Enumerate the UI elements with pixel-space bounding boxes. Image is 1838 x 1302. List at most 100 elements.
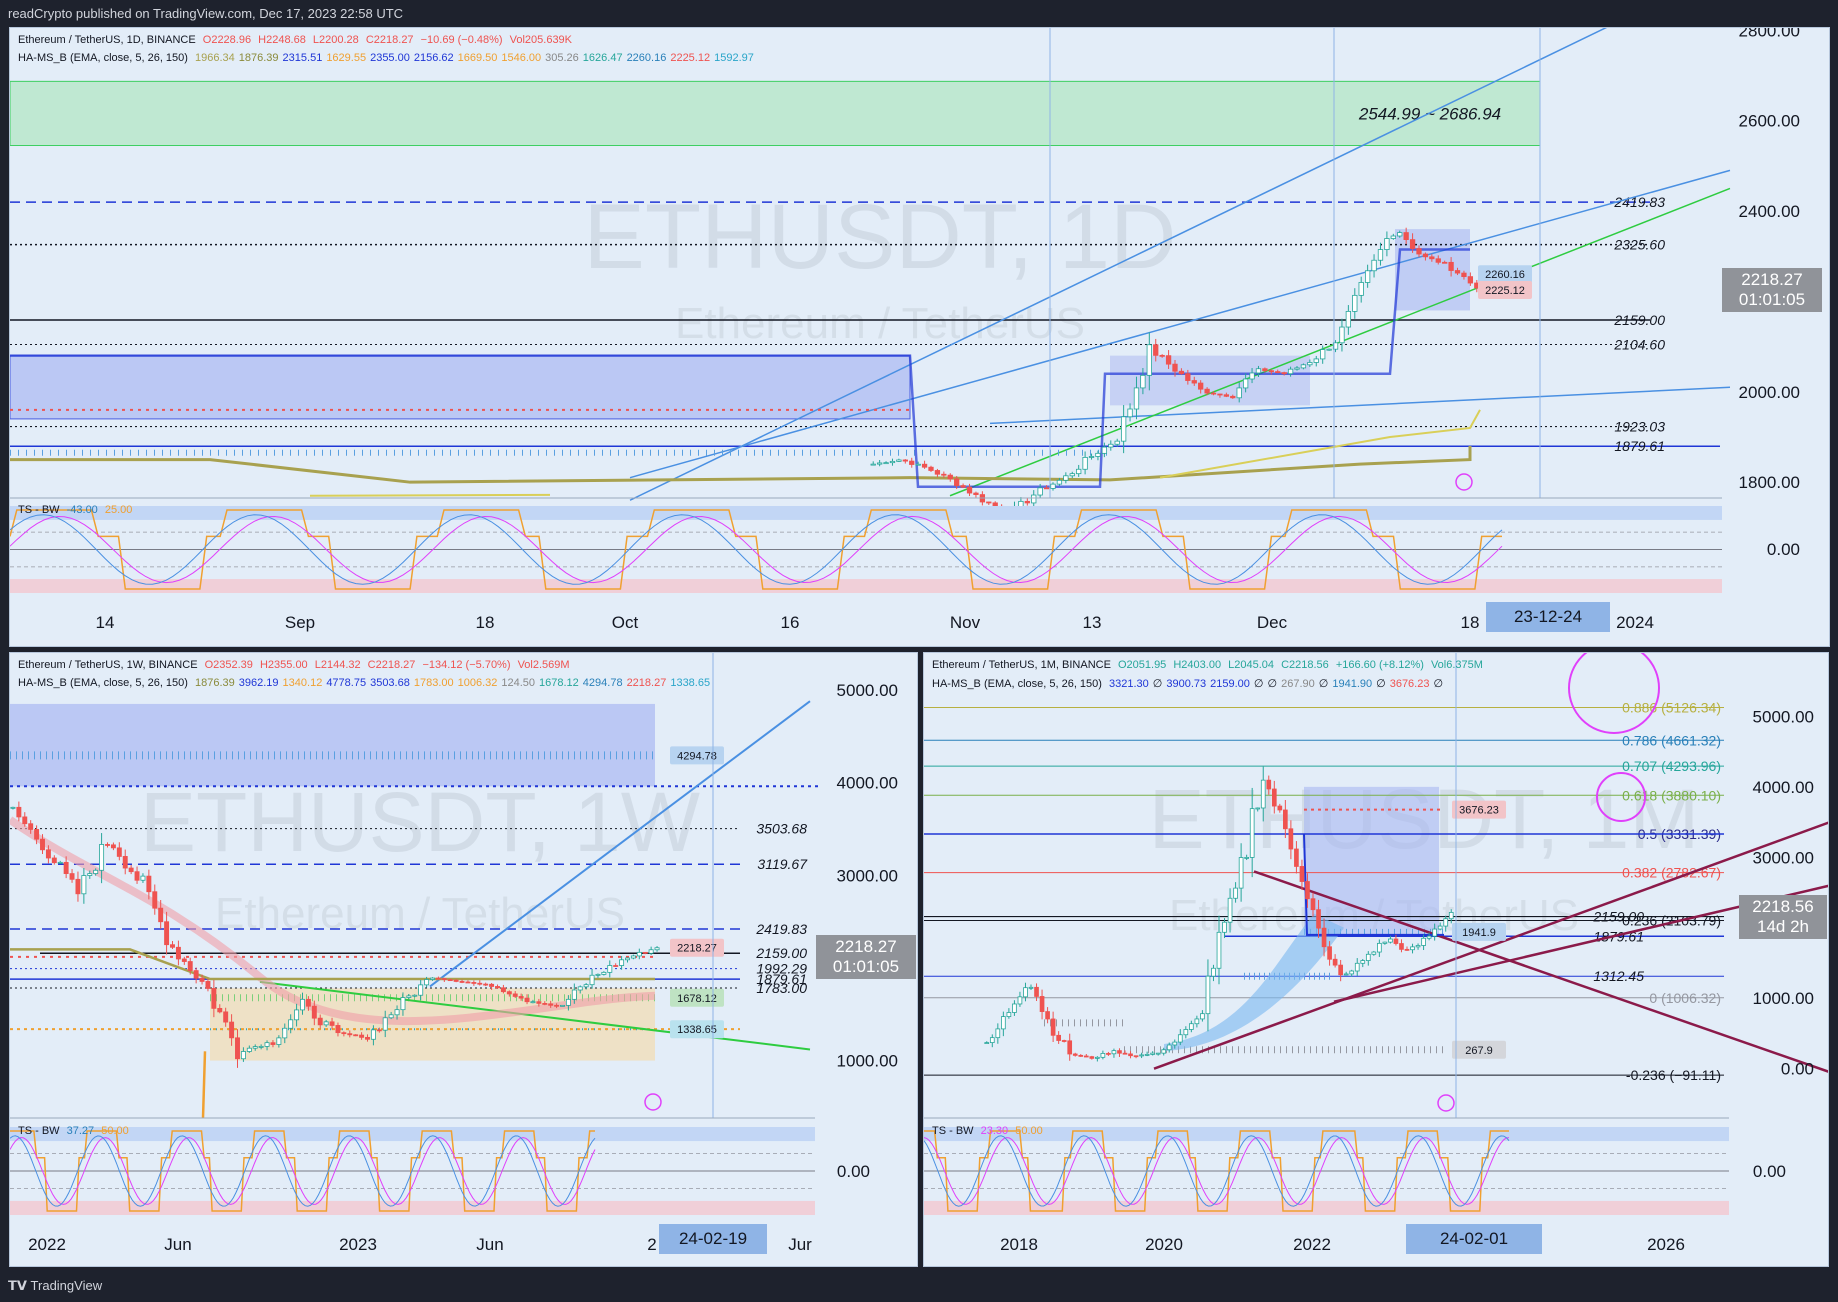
monthly-y-tick: 3000.00 xyxy=(1753,848,1814,867)
monthly-ind-item: HA-MS_B (EMA, close, 5, 26, 150) xyxy=(932,678,1106,690)
weekly-candle xyxy=(158,907,164,923)
weekly-candle xyxy=(483,983,489,986)
monthly-candle xyxy=(1410,946,1415,951)
weekly-candle xyxy=(489,983,495,987)
weekly-candle xyxy=(252,1046,258,1049)
weekly-level-label: 1879.61 xyxy=(756,971,807,987)
weekly-ohlc-item: Vol2.569M xyxy=(517,659,570,671)
monthly-fib-label: -0.236 (−91.11) xyxy=(1626,1067,1721,1083)
monthly-candle xyxy=(1327,946,1332,960)
daily-osc-zero: 0.00 xyxy=(1767,540,1800,559)
monthly-osc-zero: 0.00 xyxy=(1753,1162,1786,1181)
daily-indicator-legend: HA-MS_B (EMA, close, 5, 26, 150) 1966.34… xyxy=(18,52,758,64)
monthly-range-box xyxy=(1304,786,1439,935)
weekly-candle xyxy=(471,982,477,984)
monthly-candle xyxy=(1266,779,1272,790)
monthly-candle xyxy=(1294,848,1299,867)
weekly-candle xyxy=(565,998,571,1006)
monthly-candle xyxy=(1189,1023,1194,1030)
weekly-watermark-sub: Ethereum / TetherUS xyxy=(215,889,625,938)
weekly-candle xyxy=(554,1004,560,1007)
monthly-candle xyxy=(1421,937,1426,946)
monthly-candle xyxy=(1388,938,1393,943)
monthly-indicator-legend: HA-MS_B (EMA, close, 5, 26, 150) 3321.30… xyxy=(932,677,1447,690)
weekly-candle xyxy=(175,946,181,960)
monthly-ind-item: ∅ xyxy=(1318,678,1329,690)
weekly-osc-upper-band xyxy=(10,1127,815,1142)
monthly-osc-upper-band xyxy=(924,1127,1729,1142)
daily-candle xyxy=(947,474,953,480)
monthly-candle xyxy=(1144,1053,1150,1056)
monthly-candle xyxy=(1205,975,1211,1015)
weekly-candle xyxy=(134,871,140,881)
weekly-ind-item: 1006.32 xyxy=(457,677,498,689)
weekly-date-badge: 24-02-19 xyxy=(659,1224,767,1254)
monthly-candle xyxy=(1001,1016,1006,1030)
weekly-candle xyxy=(16,806,22,818)
footer-brand[interactable]: 𝗧𝗩 TradingView xyxy=(0,1270,1838,1302)
monthly-ind-item: ∅ xyxy=(1152,678,1163,690)
monthly-candle xyxy=(1365,953,1371,961)
weekly-candle xyxy=(146,875,152,893)
weekly-candle xyxy=(500,987,506,993)
weekly-candle xyxy=(418,984,424,996)
monthly-candle xyxy=(1415,945,1421,948)
monthly-candle xyxy=(1072,1053,1078,1056)
weekly-candle xyxy=(199,977,205,982)
weekly-ohlc-item: L2144.32 xyxy=(314,659,364,671)
daily-candle xyxy=(1159,354,1165,357)
monthly-candle xyxy=(1277,805,1283,811)
daily-y-tick: 2600.00 xyxy=(1739,112,1800,131)
daily-ohlc-item: −10.69 (−0.48%) xyxy=(420,34,506,46)
monthly-ind-item: 1941.90 xyxy=(1332,678,1373,690)
weekly-candle xyxy=(477,982,483,985)
monthly-candle xyxy=(1111,1050,1117,1055)
monthly-ohlc-item: L2045.04 xyxy=(1228,659,1278,671)
weekly-candle xyxy=(589,974,595,986)
weekly-ind-item: 4294.78 xyxy=(582,677,623,689)
daily-candle xyxy=(934,470,941,475)
daily-candle xyxy=(1230,395,1236,399)
weekly-candle xyxy=(518,996,524,999)
weekly-candle xyxy=(400,997,406,1011)
daily-candle xyxy=(896,459,902,462)
monthly-fib-label: 0.382 (2782.67) xyxy=(1622,865,1721,881)
weekly-candle xyxy=(140,875,146,881)
weekly-chart-panel[interactable]: ETHUSDT, 1W Ethereum / TetherUS 3503.68 311… xyxy=(9,652,918,1267)
weekly-candle xyxy=(382,1017,388,1031)
weekly-candle xyxy=(51,857,57,864)
monthly-fib-label: 0.618 (3880.10) xyxy=(1622,787,1721,803)
weekly-candle xyxy=(365,1036,370,1040)
daily-candle xyxy=(1223,394,1230,397)
monthly-level-label: 1312.45 xyxy=(1593,968,1644,984)
daily-candle xyxy=(1384,238,1390,250)
monthly-bg xyxy=(924,653,1828,1266)
weekly-candle xyxy=(128,867,134,873)
daily-candle xyxy=(1204,388,1210,394)
weekly-x-tick: Jun xyxy=(164,1235,191,1254)
weekly-candle xyxy=(577,986,583,991)
weekly-candle xyxy=(542,1002,548,1005)
weekly-candle xyxy=(447,979,453,982)
monthly-candle xyxy=(1061,1040,1067,1042)
weekly-ohlc-item: H2355.00 xyxy=(259,659,311,671)
weekly-candle xyxy=(630,955,636,959)
weekly-watermark: ETHUSDT, 1W xyxy=(140,775,700,869)
daily-candle xyxy=(1442,261,1448,264)
weekly-candle xyxy=(311,1005,317,1019)
monthly-y-tick: 0.00 xyxy=(1781,1060,1814,1079)
monthly-osc-magenta-line xyxy=(924,1137,1510,1205)
daily-candle xyxy=(1300,364,1307,369)
daily-chart-panel[interactable]: 2544.99 ~ 2686.94 ETHUSDT, 1D Ethereum / T… xyxy=(9,27,1830,647)
monthly-date-badge: 24-02-01 xyxy=(1406,1224,1542,1254)
daily-x-tick: 2024 xyxy=(1616,613,1654,632)
monthly-x-tick: 2026 xyxy=(1647,1235,1685,1254)
weekly-candle xyxy=(105,844,110,846)
daily-candle xyxy=(1050,483,1056,489)
daily-ohlc-item: Vol205.639K xyxy=(509,34,573,46)
monthly-candle xyxy=(1100,1053,1106,1058)
daily-candle xyxy=(1140,374,1146,389)
daily-ind-item: 305.26 xyxy=(545,52,579,64)
monthly-candle xyxy=(1006,1012,1012,1018)
